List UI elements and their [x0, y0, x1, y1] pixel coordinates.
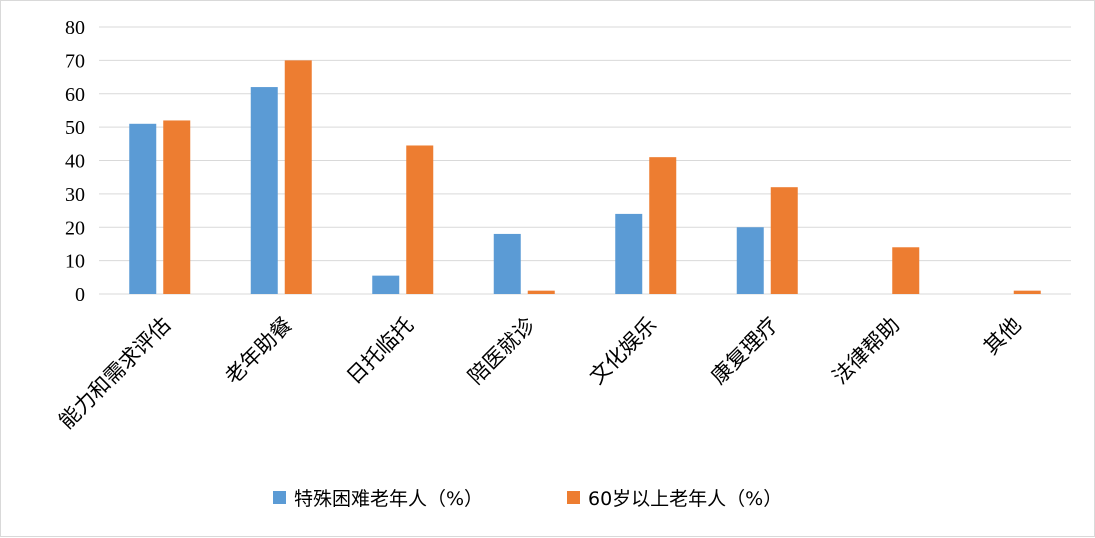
- bar-age-60-plus-7: [1013, 290, 1041, 294]
- bar-age-60-plus-6: [892, 247, 920, 294]
- legend-swatch: [273, 491, 286, 504]
- bar-age-60-plus-5: [770, 187, 798, 294]
- x-category-label: 文化娱乐: [585, 313, 661, 389]
- bar-age-60-plus-0: [163, 120, 191, 294]
- x-category-label: 能力和需求评估: [54, 313, 175, 434]
- y-tick-label: 70: [65, 50, 85, 72]
- y-tick-label: 60: [65, 84, 85, 106]
- x-category-label: 其他: [979, 313, 1026, 360]
- y-tick-label: 30: [65, 184, 85, 206]
- x-category-label: 康复理疗: [706, 313, 782, 389]
- legend-swatch: [567, 491, 580, 504]
- gridlines: [99, 26, 1071, 295]
- x-category-label: 老年助餐: [220, 313, 296, 389]
- bar-age-60-plus-4: [649, 157, 677, 294]
- bar-special-difficulty-0: [129, 123, 157, 294]
- bar-special-difficulty-3: [493, 233, 521, 294]
- bar-special-difficulty-1: [250, 87, 278, 294]
- x-axis-category-labels: 能力和需求评估 老年助餐 日托临托 陪医就诊 文化娱乐 康复理疗 法律帮助 其他: [54, 313, 1025, 434]
- legend-label: 特殊困难老年人（%）: [294, 488, 483, 510]
- y-tick-label: 10: [65, 251, 85, 273]
- bar-special-difficulty-5: [736, 227, 764, 294]
- y-tick-label: 80: [65, 17, 85, 39]
- bar-age-60-plus-1: [284, 60, 312, 294]
- x-category-label: 日托临托: [342, 313, 418, 389]
- bar-special-difficulty-2: [372, 275, 400, 294]
- y-tick-label: 20: [65, 217, 85, 239]
- legend-label: 60岁以上老年人（%）: [588, 488, 782, 510]
- bar-age-60-plus-3: [527, 290, 555, 294]
- y-tick-label: 40: [65, 151, 85, 173]
- x-category-label: 陪医就诊: [463, 313, 539, 389]
- y-tick-label: 0: [75, 284, 85, 306]
- bar-special-difficulty-4: [615, 213, 643, 294]
- legend: 特殊困难老年人（%） 60岁以上老年人（%）: [273, 488, 782, 510]
- y-tick-label: 50: [65, 117, 85, 139]
- x-category-label: 法律帮助: [828, 313, 904, 389]
- bar-age-60-plus-2: [406, 145, 434, 294]
- bars: [129, 60, 1041, 294]
- y-axis-tick-labels: 0 10 20 30 40 50 60 70 80: [65, 17, 85, 306]
